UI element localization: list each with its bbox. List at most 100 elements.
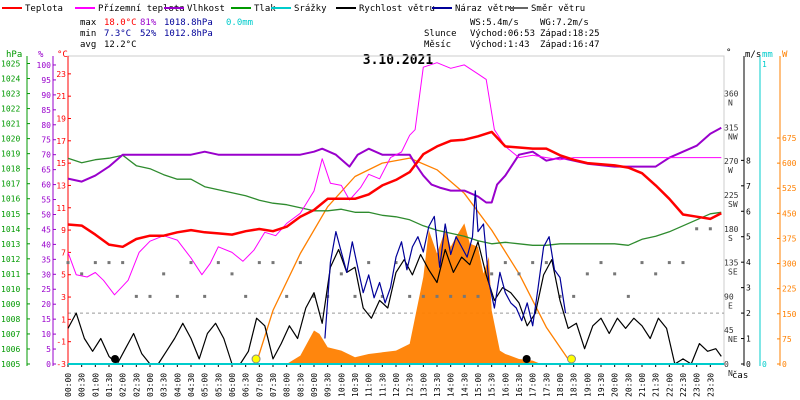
press-tick-label: 1018 bbox=[1, 165, 20, 174]
x-tick-label: 09:00 bbox=[310, 373, 319, 397]
stat-max-rain: 0.0mm bbox=[226, 18, 253, 28]
wind-direction-point bbox=[80, 272, 84, 276]
ground-temperature-line bbox=[67, 62, 722, 296]
x-tick-label: 19:30 bbox=[597, 373, 606, 397]
hum-tick-label: 25 bbox=[41, 285, 51, 294]
x-tick-label: 10:00 bbox=[337, 373, 346, 397]
wind-direction-point bbox=[544, 261, 548, 265]
x-tick-label: 03:00 bbox=[146, 373, 155, 397]
x-tick-label: 19:00 bbox=[583, 373, 592, 397]
dir-tick-compass: E bbox=[728, 301, 733, 310]
press-tick-label: 1011 bbox=[1, 270, 20, 279]
hum-tick-label: 90 bbox=[41, 91, 51, 100]
press-tick-label: 1019 bbox=[1, 150, 20, 159]
solar-tick-label: 300 bbox=[782, 260, 797, 269]
press-tick-label: 1024 bbox=[1, 75, 20, 84]
wind-direction-point bbox=[613, 272, 617, 276]
solar-tick-label: 0 bbox=[782, 360, 787, 369]
hum-tick-label: 45 bbox=[41, 225, 51, 234]
press-tick-label: 1005 bbox=[1, 360, 20, 369]
x-tick-label: 16:00 bbox=[501, 373, 510, 397]
press-tick-label: 1014 bbox=[1, 225, 20, 234]
x-tick-label: 20:00 bbox=[611, 373, 620, 397]
unit-solar: W bbox=[782, 50, 788, 60]
wind-direction-point bbox=[654, 272, 658, 276]
info-moon-rise: Východ:1:43 bbox=[470, 40, 530, 50]
rain-tick-label: 0 bbox=[762, 360, 767, 369]
stat-min-label: min bbox=[80, 29, 96, 39]
legend: Teplota Přízemní teplota Vlhkost Tlak Sr… bbox=[2, 4, 585, 14]
hum-tick-label: 80 bbox=[41, 121, 51, 130]
stat-avg-label: avg bbox=[80, 40, 96, 50]
solar-tick-label: 375 bbox=[782, 234, 797, 243]
press-tick-label: 1015 bbox=[1, 210, 20, 219]
wind-direction-point bbox=[189, 261, 193, 265]
stat-min-press: 1012.8hPa bbox=[164, 29, 213, 39]
temp-tick-label: -1 bbox=[56, 338, 66, 347]
temp-tick-label: 15 bbox=[56, 159, 66, 168]
wind-tick-label: 2 bbox=[746, 309, 751, 318]
stat-avg-temp: 12.2°C bbox=[104, 40, 137, 50]
legend-label-press: Tlak bbox=[254, 4, 276, 14]
info-moon-set: Západ:16:47 bbox=[540, 40, 600, 50]
press-tick-label: 1007 bbox=[1, 330, 20, 339]
axis-units: hPa % °C ° m/s mm W bbox=[6, 48, 788, 60]
wind-direction-point bbox=[531, 261, 535, 265]
info-sun-rise: Východ:06:53 bbox=[470, 29, 535, 39]
wind-direction-point bbox=[312, 294, 316, 298]
solar-tick-label: 225 bbox=[782, 285, 797, 294]
wind-direction-point bbox=[93, 261, 97, 265]
legend-label-wind: Rychlost větru bbox=[359, 4, 435, 14]
wind-direction-point bbox=[298, 261, 302, 265]
chart-title: 3.10.2021 bbox=[363, 53, 434, 68]
dir-tick-label: 225 bbox=[724, 191, 739, 200]
wind-direction-point bbox=[203, 294, 207, 298]
wind-tick-label: 3 bbox=[746, 284, 751, 293]
hum-tick-label: 70 bbox=[41, 151, 51, 160]
wind-direction-point bbox=[435, 294, 439, 298]
unit-rain: mm bbox=[762, 50, 773, 60]
legend-label-rain: Srážky bbox=[294, 4, 327, 14]
wind-speed-line bbox=[67, 241, 722, 365]
x-tick-label: 16:30 bbox=[515, 373, 524, 397]
unit-wind: m/s bbox=[745, 50, 761, 60]
press-tick-label: 1006 bbox=[1, 345, 20, 354]
wind-direction-point bbox=[367, 261, 371, 265]
wind-direction-point bbox=[257, 261, 261, 265]
press-tick-label: 1022 bbox=[1, 105, 20, 114]
solar-tick-label: 600 bbox=[782, 159, 797, 168]
wind-direction-point bbox=[408, 294, 412, 298]
temp-tick-label: 21 bbox=[56, 92, 66, 101]
temp-tick-label: 3 bbox=[61, 293, 66, 302]
press-tick-label: 1013 bbox=[1, 240, 20, 249]
hum-tick-label: 30 bbox=[41, 270, 51, 279]
moon-marker bbox=[111, 355, 120, 363]
info-moon-label: Měsíc bbox=[424, 40, 451, 50]
dir-tick-label: 90 bbox=[724, 292, 734, 301]
wind-direction-point bbox=[503, 261, 507, 265]
x-tick-label: 00:30 bbox=[78, 373, 87, 397]
x-tick-label: 14:00 bbox=[447, 373, 456, 397]
dir-tick-label: 270 bbox=[724, 157, 739, 166]
hum-tick-label: 95 bbox=[41, 76, 51, 85]
pressure-line bbox=[67, 154, 722, 246]
x-tick-label: 23:00 bbox=[693, 373, 702, 397]
wind-direction-point bbox=[66, 261, 70, 265]
press-tick-label: 1017 bbox=[1, 180, 20, 189]
wind-direction-point bbox=[339, 272, 343, 276]
press-tick-label: 1012 bbox=[1, 255, 20, 264]
x-tick-label: 20:30 bbox=[624, 373, 633, 397]
legend-label-hum: Vlhkost bbox=[187, 4, 225, 14]
solar-radiation-area bbox=[259, 223, 541, 364]
hum-tick-label: 35 bbox=[41, 255, 51, 264]
info-sun-set: Západ:18:25 bbox=[540, 29, 600, 39]
x-tick-label: 04:30 bbox=[187, 373, 196, 397]
stat-min-temp: 7.3°C bbox=[104, 29, 131, 39]
press-tick-label: 1008 bbox=[1, 315, 20, 324]
hum-tick-label: 75 bbox=[41, 136, 51, 145]
solar-tick-label: 675 bbox=[782, 134, 797, 143]
unit-press: hPa bbox=[6, 50, 22, 60]
x-tick-label: 12:30 bbox=[406, 373, 415, 397]
wind-direction-point bbox=[175, 294, 179, 298]
